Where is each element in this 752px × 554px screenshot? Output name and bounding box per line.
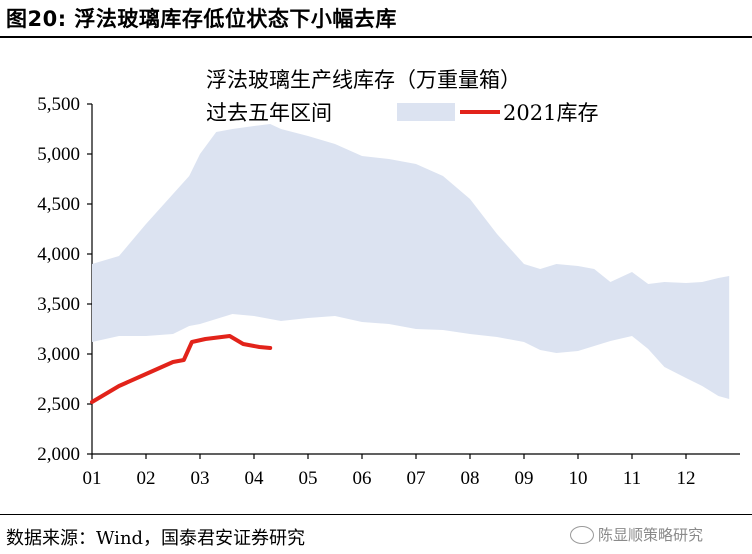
y-tick-label: 5,000 (37, 144, 80, 165)
x-tick-label: 03 (191, 468, 210, 489)
title-rule (0, 36, 752, 38)
y-tick-label: 3,500 (37, 294, 80, 315)
y-tick-label: 4,500 (37, 194, 80, 215)
figure-title: 图20: 浮法玻璃库存低位状态下小幅去库 (6, 7, 397, 31)
chart: 2,000 2,500 3,000 3,500 4,000 4,500 5,000 5,500… (37, 68, 740, 489)
x-tick-label: 12 (677, 468, 696, 489)
x-tick-label: 11 (623, 468, 641, 489)
footer-rule (0, 514, 752, 515)
series-line-2021 (90, 334, 273, 404)
x-tick-label: 07 (407, 468, 426, 489)
wechat-icon (570, 525, 594, 544)
watermark: 陈显顺策略研究 (570, 524, 703, 545)
x-tick-label: 08 (461, 468, 480, 489)
x-tick-label: 06 (353, 468, 372, 489)
x-tick-label: 05 (299, 468, 318, 489)
legend-band-label: 过去五年区间 (206, 101, 332, 125)
axes-layer: 2,000 2,500 3,000 3,500 4,000 4,500 5,000 5,500… (37, 94, 740, 489)
y-tick-label: 2,500 (37, 394, 80, 415)
x-tick-label: 10 (569, 468, 588, 489)
chart-title: 浮法玻璃生产线库存（万重量箱） (206, 68, 521, 92)
series-layer (90, 334, 273, 404)
five-year-range-band (92, 124, 730, 399)
x-tick-label: 04 (245, 468, 265, 489)
y-tick-label: 3,000 (37, 344, 80, 365)
x-tick-label: 01 (83, 468, 102, 489)
legend: 浮法玻璃生产线库存（万重量箱） 过去五年区间 2021库存 (206, 68, 598, 125)
source-note: 数据来源：Wind，国泰君安证券研究 (6, 528, 306, 549)
legend-band-swatch (397, 103, 455, 121)
y-tick-label: 5,500 (37, 94, 80, 115)
y-tick-label: 4,000 (37, 244, 80, 265)
x-tick-label: 02 (137, 468, 156, 489)
watermark-text: 陈显顺策略研究 (598, 526, 704, 544)
band-layer (92, 124, 730, 399)
x-tick-label: 09 (515, 468, 534, 489)
y-tick-label: 2,000 (37, 444, 80, 465)
legend-series-label: 2021库存 (503, 101, 598, 125)
